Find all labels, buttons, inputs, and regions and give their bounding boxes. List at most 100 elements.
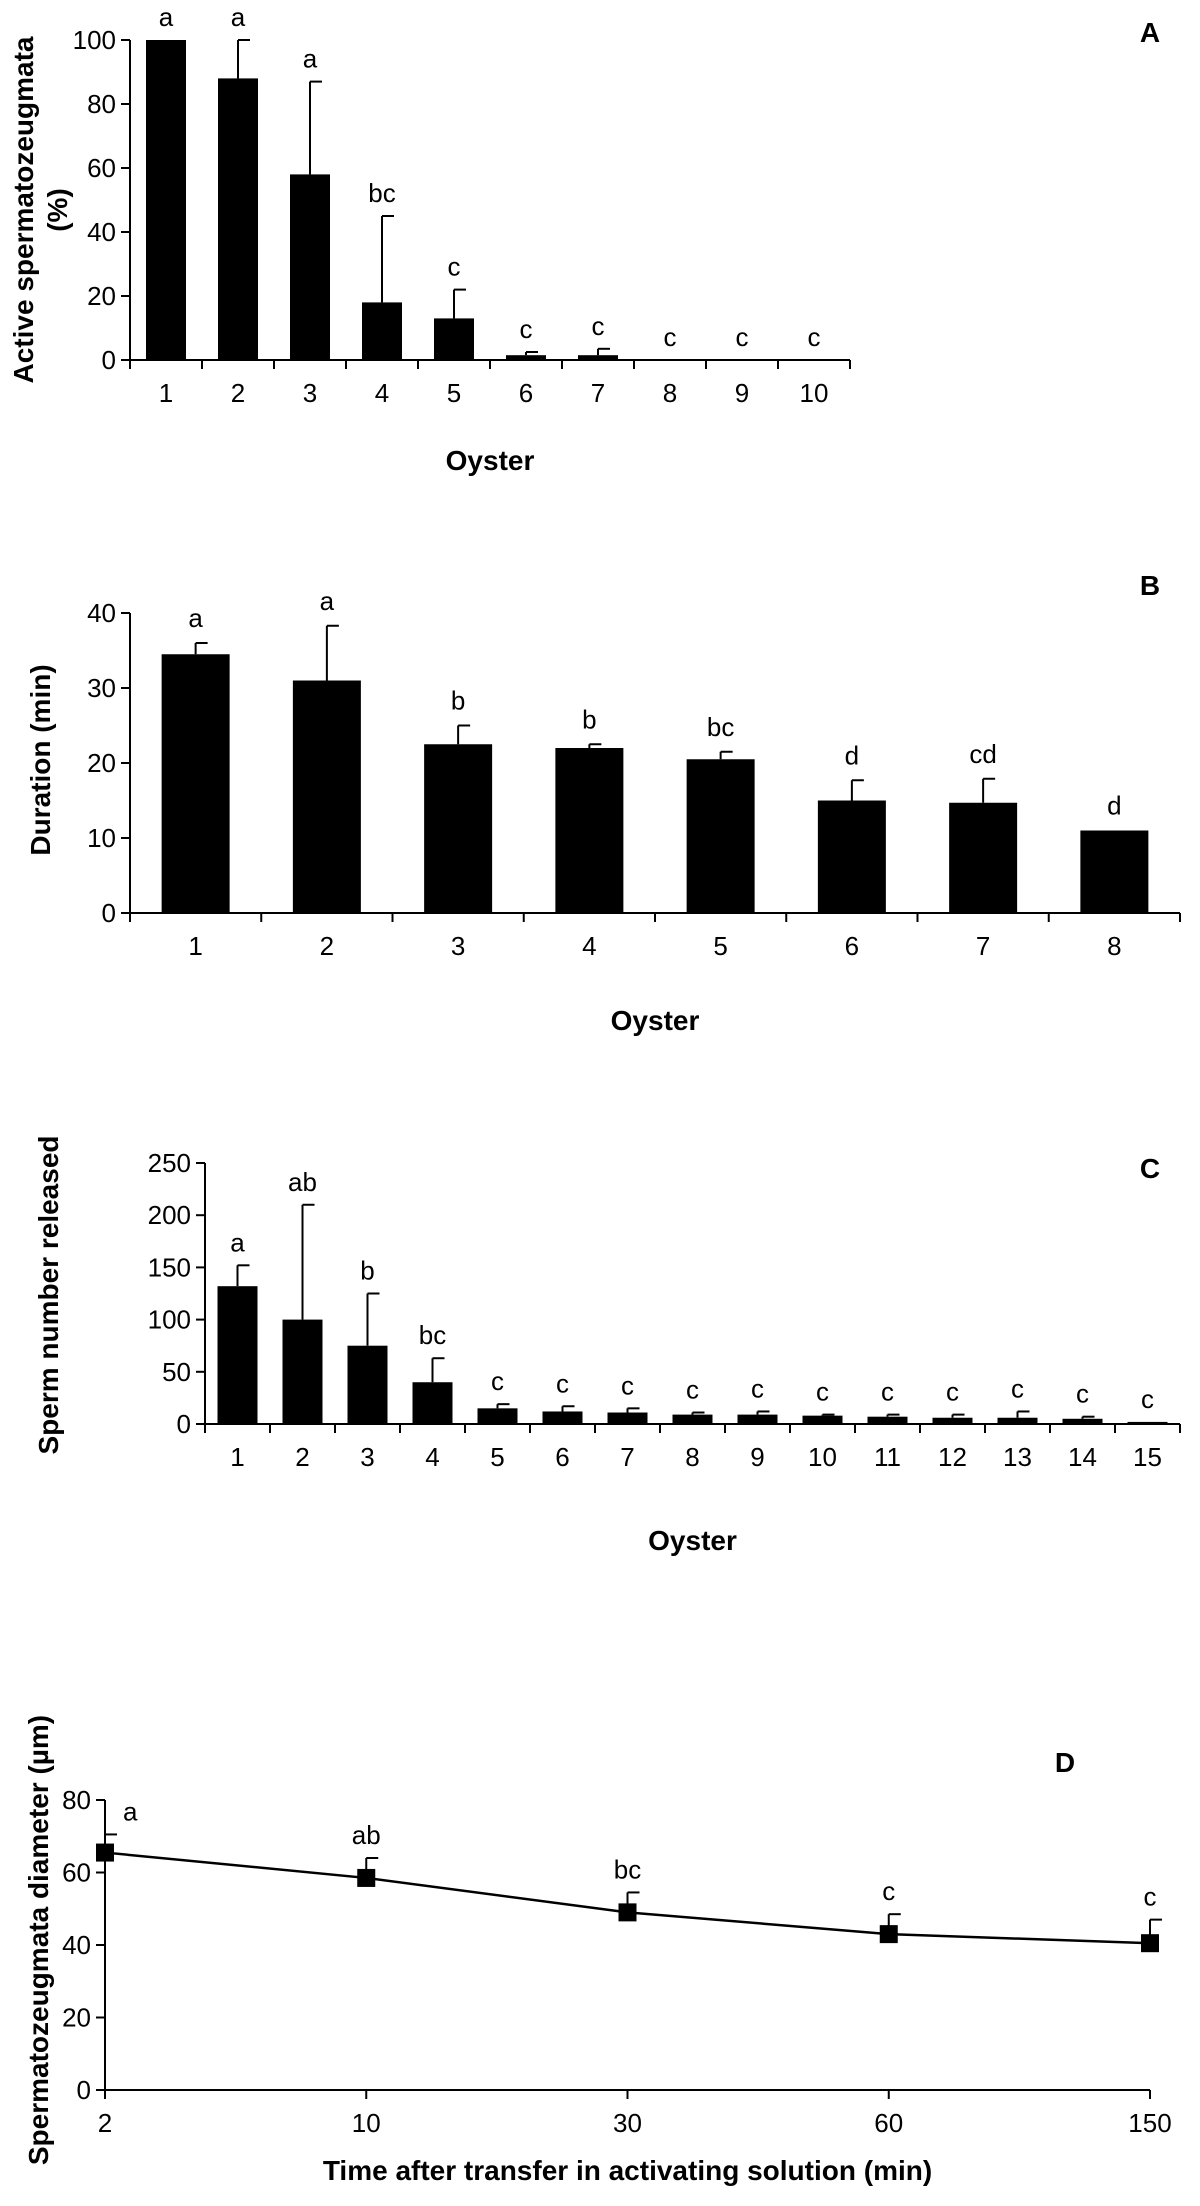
bar — [542, 1411, 583, 1424]
significance-letter: c — [816, 1377, 829, 1407]
significance-letter: b — [582, 704, 596, 734]
y-axis-title: Sperm number released — [33, 1135, 64, 1454]
significance-letter: a — [123, 1796, 138, 1826]
bar — [412, 1382, 453, 1424]
bar — [949, 802, 1018, 913]
significance-letter: c — [686, 1375, 699, 1405]
x-tick-label: 7 — [591, 378, 605, 408]
y-tick-label: 200 — [148, 1200, 191, 1230]
x-tick-label: 3 — [360, 1442, 374, 1472]
significance-letter: c — [491, 1366, 504, 1396]
x-tick-label: 4 — [582, 931, 596, 961]
significance-letter: bc — [368, 178, 395, 208]
x-tick-label: 14 — [1068, 1442, 1097, 1472]
bar — [362, 302, 402, 360]
significance-letter: d — [1107, 791, 1121, 821]
significance-letter: a — [159, 2, 174, 32]
y-tick-label: 40 — [87, 217, 116, 247]
x-axis-title: Time after transfer in activating soluti… — [323, 2155, 932, 2186]
significance-letter: c — [1011, 1373, 1024, 1403]
x-tick-label: 7 — [620, 1442, 634, 1472]
significance-letter: bc — [419, 1320, 446, 1350]
panel-d-chart: 0 20 40 60 80 2 10 30 60 150 a ab bc c c Time after tra… — [23, 1715, 1172, 2186]
x-tick-label: 6 — [845, 931, 859, 961]
panel-b-chart: 0 10 20 30 40 1 2 3 4 5 6 7 8 a a b b bc d cd d Oyster Duratio… — [25, 570, 1181, 1036]
significance-letter: a — [320, 586, 335, 616]
y-tick-label: 0 — [102, 898, 116, 928]
y-tick-label: 100 — [73, 25, 116, 55]
significance-letter: c — [751, 1373, 764, 1403]
significance-letter: a — [303, 44, 318, 74]
y-tick-label: 0 — [102, 345, 116, 375]
significance-letter: a — [188, 603, 203, 633]
significance-letter: c — [808, 322, 821, 352]
significance-letter: c — [946, 1377, 959, 1407]
significance-letter: b — [360, 1256, 374, 1286]
x-axis-title: Oyster — [611, 1005, 700, 1036]
x-tick-label: 10 — [800, 378, 829, 408]
significance-letter: d — [845, 740, 859, 770]
x-axis-title: Oyster — [648, 1525, 737, 1556]
significance-letter: c — [1144, 1882, 1157, 1912]
significance-letter: bc — [707, 712, 734, 742]
y-tick-label: 20 — [87, 281, 116, 311]
x-tick-label: 60 — [874, 2108, 903, 2138]
y-axis-title-line: (%) — [42, 188, 73, 232]
y-axis-title-line: Active spermatozeugmata — [8, 36, 39, 383]
data-point — [618, 1903, 637, 1922]
x-tick-label: 10 — [352, 2108, 381, 2138]
y-tick-label: 250 — [148, 1148, 191, 1178]
significance-letter: c — [736, 322, 749, 352]
x-tick-label: 4 — [425, 1442, 439, 1472]
x-tick-label: 15 — [1133, 1442, 1162, 1472]
x-tick-label: 2 — [320, 931, 334, 961]
y-axis-title: Duration (min) — [25, 664, 56, 855]
y-tick-label: 20 — [62, 2003, 91, 2033]
bar — [578, 355, 618, 360]
bar — [506, 355, 546, 360]
bar — [817, 800, 886, 913]
significance-letter: a — [231, 2, 246, 32]
y-tick-label: 0 — [177, 1409, 191, 1439]
panel-label: D — [1055, 1747, 1075, 1778]
x-tick-label: 1 — [230, 1442, 244, 1472]
bar — [282, 1319, 323, 1424]
panel-label: C — [1140, 1153, 1160, 1184]
y-axis-title: Spermatozeugmata diameter (µm) — [23, 1715, 54, 2165]
bar — [555, 748, 624, 913]
y-tick-label: 40 — [87, 598, 116, 628]
y-tick-label: 0 — [77, 2075, 91, 2105]
bar — [686, 759, 755, 913]
panel-label: A — [1140, 17, 1160, 48]
y-axis-title-line: Spermatozeugmata diameter (µm) — [23, 1715, 54, 2165]
bar — [997, 1417, 1038, 1424]
x-tick-label: 2 — [98, 2108, 112, 2138]
significance-letter: c — [592, 311, 605, 341]
panel-label: B — [1140, 570, 1160, 601]
x-tick-label: 9 — [735, 378, 749, 408]
x-tick-label: 10 — [808, 1442, 837, 1472]
y-axis-title-line: Sperm number released — [33, 1135, 64, 1454]
x-tick-label: 5 — [447, 378, 461, 408]
bar — [737, 1414, 778, 1424]
x-tick-label: 6 — [555, 1442, 569, 1472]
y-tick-label: 10 — [87, 823, 116, 853]
y-axis-title: Active spermatozeugmata (%) — [8, 36, 73, 383]
bar — [217, 1286, 258, 1424]
x-tick-label: 12 — [938, 1442, 967, 1472]
bar — [932, 1417, 973, 1424]
bar — [218, 78, 258, 361]
x-tick-label: 5 — [490, 1442, 504, 1472]
significance-letter: c — [882, 1876, 895, 1906]
bar — [1062, 1418, 1103, 1424]
x-tick-label: 1 — [188, 931, 202, 961]
y-tick-label: 60 — [87, 153, 116, 183]
y-axis-title-line: Duration (min) — [25, 664, 56, 855]
significance-letter: ab — [352, 1820, 381, 1850]
significance-letter: c — [448, 252, 461, 282]
significance-letter: b — [451, 686, 465, 716]
data-point — [879, 1925, 898, 1944]
x-tick-label: 3 — [451, 931, 465, 961]
bar — [290, 174, 330, 360]
